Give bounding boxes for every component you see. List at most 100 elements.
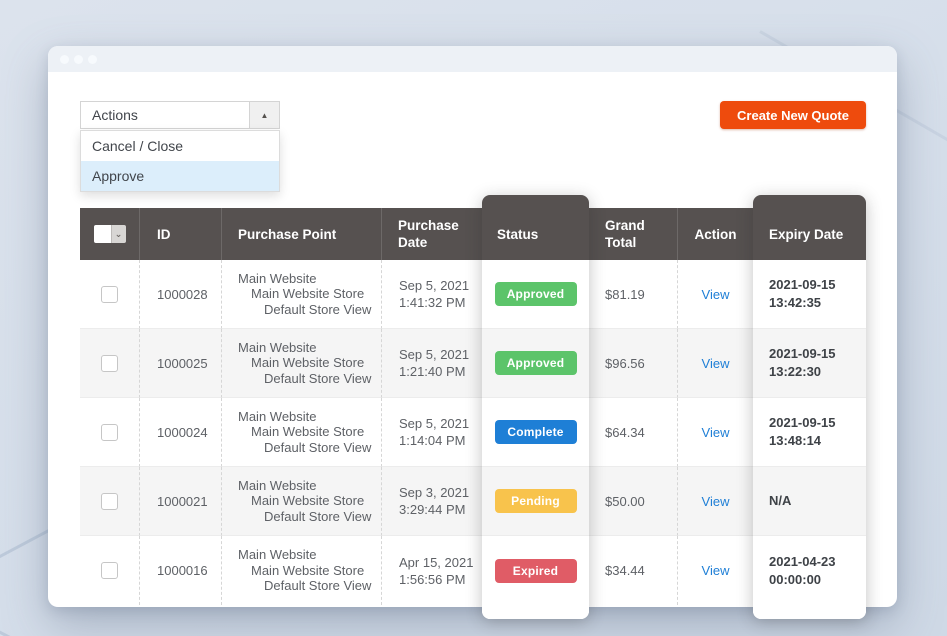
cell-date: Apr 15, 20211:56:56 PM xyxy=(381,536,482,605)
status-badge: Approved xyxy=(495,282,577,306)
column-header-action[interactable]: Action xyxy=(677,208,753,260)
cell-status: Pending xyxy=(482,467,589,536)
window-control-dot[interactable] xyxy=(60,55,69,64)
elevated-column-footer xyxy=(753,605,866,619)
status-badge: Pending xyxy=(495,489,577,513)
chevron-up-icon[interactable]: ▲ xyxy=(249,102,279,128)
row-checkbox[interactable] xyxy=(101,286,118,303)
page-background: { "colors": { "accent_orange": "#ee4b0d"… xyxy=(0,0,947,636)
quotes-table: ⌄ID10000281000025100002410000211000016Pu… xyxy=(80,195,866,619)
column-header-label: ID xyxy=(140,226,171,243)
elevated-column-footer xyxy=(482,605,589,619)
purchase-point-line: Default Store View xyxy=(222,302,381,318)
cell-date: Sep 5, 20211:41:32 PM xyxy=(381,260,482,329)
purchase-point-line: Main Website xyxy=(222,478,381,494)
purchase-date-line: Apr 15, 2021 xyxy=(399,554,482,571)
status-badge: Expired xyxy=(495,559,577,583)
table-column-date: Purchase DateSep 5, 20211:41:32 PMSep 5,… xyxy=(381,208,482,605)
cell-action: View xyxy=(677,260,753,329)
cell-pp: Main WebsiteMain Website StoreDefault St… xyxy=(221,398,381,467)
expiry-date-line: N/A xyxy=(769,492,866,510)
column-header-pp[interactable]: Purchase Point xyxy=(221,208,381,260)
cell-status: Complete xyxy=(482,398,589,467)
cell-select xyxy=(80,536,139,605)
cell-total: $50.00 xyxy=(589,467,677,536)
column-header-select: ⌄ xyxy=(80,208,139,260)
actions-dropdown-label: Actions xyxy=(81,107,138,123)
purchase-date-line: Sep 5, 2021 xyxy=(399,277,482,294)
cell-total: $64.34 xyxy=(589,398,677,467)
cell-total: $81.19 xyxy=(589,260,677,329)
cell-pp: Main WebsiteMain Website StoreDefault St… xyxy=(221,467,381,536)
purchase-date-line: 1:14:04 PM xyxy=(399,432,482,449)
cell-expiry: 2021-09-1513:48:14 xyxy=(753,398,866,467)
column-header-label: Expiry Date xyxy=(753,226,853,243)
view-link[interactable]: View xyxy=(702,494,730,509)
cell-action: View xyxy=(677,329,753,398)
row-checkbox[interactable] xyxy=(101,355,118,372)
purchase-point-line: Main Website xyxy=(222,409,381,425)
view-link[interactable]: View xyxy=(702,287,730,302)
cell-select xyxy=(80,467,139,536)
cell-expiry: 2021-09-1513:42:35 xyxy=(753,260,866,329)
purchase-date-line: Sep 3, 2021 xyxy=(399,484,482,501)
status-badge: Approved xyxy=(495,351,577,375)
window-control-dot[interactable] xyxy=(74,55,83,64)
cell-id: 1000024 xyxy=(139,398,221,467)
purchase-point-line: Main Website Store xyxy=(222,563,381,579)
purchase-point-line: Default Store View xyxy=(222,509,381,525)
cell-select xyxy=(80,329,139,398)
cell-date: Sep 5, 20211:21:40 PM xyxy=(381,329,482,398)
select-all-control[interactable]: ⌄ xyxy=(94,225,126,243)
menu-item-cancel-close[interactable]: Cancel / Close xyxy=(81,131,279,161)
cell-action: View xyxy=(677,536,753,605)
row-checkbox[interactable] xyxy=(101,562,118,579)
column-header-label: Grand Total xyxy=(589,217,677,251)
actions-menu: Cancel / CloseApprove xyxy=(80,130,280,192)
row-checkbox[interactable] xyxy=(101,424,118,441)
table-column-total: Grand Total$81.19$96.56$64.34$50.00$34.4… xyxy=(589,208,677,605)
view-link[interactable]: View xyxy=(702,425,730,440)
purchase-point-line: Default Store View xyxy=(222,371,381,387)
view-link[interactable]: View xyxy=(702,356,730,371)
select-all-checkbox[interactable] xyxy=(94,225,111,243)
menu-item-approve[interactable]: Approve xyxy=(81,161,279,191)
chevron-down-icon[interactable]: ⌄ xyxy=(111,225,126,243)
window-titlebar xyxy=(48,46,897,72)
purchase-date-line: 3:29:44 PM xyxy=(399,501,482,518)
actions-dropdown[interactable]: Actions ▲ xyxy=(80,101,280,129)
purchase-point-line: Main Website Store xyxy=(222,424,381,440)
expiry-date-line: 2021-09-15 xyxy=(769,345,866,363)
table-column-expiry: Expiry Date2021-09-1513:42:352021-09-151… xyxy=(753,195,866,619)
purchase-point-line: Main Website Store xyxy=(222,286,381,302)
purchase-date-line: Sep 5, 2021 xyxy=(399,415,482,432)
expiry-date-line: 13:42:35 xyxy=(769,294,866,312)
create-new-quote-button[interactable]: Create New Quote xyxy=(720,101,866,129)
cell-select xyxy=(80,260,139,329)
status-badge: Complete xyxy=(495,420,577,444)
column-header-label: Purchase Date xyxy=(382,217,482,251)
cell-select xyxy=(80,398,139,467)
expiry-date-line: 00:00:00 xyxy=(769,571,866,589)
expiry-date-line: 13:48:14 xyxy=(769,432,866,450)
cell-action: View xyxy=(677,398,753,467)
expiry-date-line: 2021-04-23 xyxy=(769,553,866,571)
purchase-date-line: 1:21:40 PM xyxy=(399,363,482,380)
column-header-date[interactable]: Purchase Date xyxy=(381,208,482,260)
column-header-id[interactable]: ID xyxy=(139,208,221,260)
cell-date: Sep 5, 20211:14:04 PM xyxy=(381,398,482,467)
window-control-dot[interactable] xyxy=(88,55,97,64)
expiry-date-line: 2021-09-15 xyxy=(769,414,866,432)
column-header-expiry[interactable]: Expiry Date xyxy=(753,195,866,260)
purchase-point-line: Default Store View xyxy=(222,578,381,594)
cell-pp: Main WebsiteMain Website StoreDefault St… xyxy=(221,260,381,329)
column-header-status[interactable]: Status xyxy=(482,195,589,260)
column-header-total[interactable]: Grand Total xyxy=(589,208,677,260)
cell-pp: Main WebsiteMain Website StoreDefault St… xyxy=(221,536,381,605)
view-link[interactable]: View xyxy=(702,563,730,578)
cell-date: Sep 3, 20213:29:44 PM xyxy=(381,467,482,536)
column-header-label: Status xyxy=(482,226,538,243)
table-column-pp: Purchase PointMain WebsiteMain Website S… xyxy=(221,208,381,605)
column-header-label: Action xyxy=(695,226,737,243)
row-checkbox[interactable] xyxy=(101,493,118,510)
